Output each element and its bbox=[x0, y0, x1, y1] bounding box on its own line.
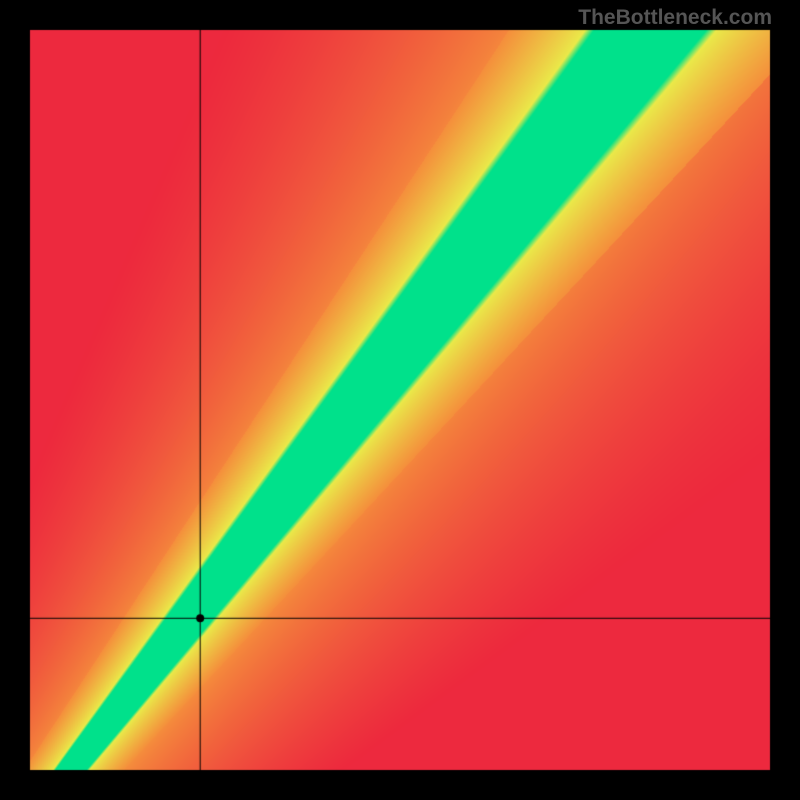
watermark: TheBottleneck.com bbox=[578, 6, 772, 30]
bottleneck-heatmap bbox=[0, 0, 800, 800]
chart-container: TheBottleneck.com bbox=[0, 0, 800, 800]
